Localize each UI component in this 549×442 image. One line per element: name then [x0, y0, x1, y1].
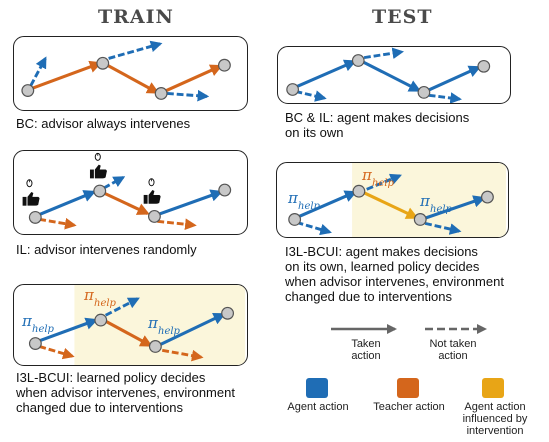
- thumbs-up-icon: [89, 164, 107, 179]
- state-node: [154, 87, 168, 100]
- agent-arrow: [293, 59, 357, 89]
- legend-teacher-swatch: [397, 378, 419, 398]
- caption-bc-il-test: BC & IL: agent makes decisions on its ow…: [285, 110, 470, 140]
- agent-arrow: [295, 90, 327, 102]
- teacher-arrow: [38, 345, 75, 360]
- agent-arrow: [108, 40, 163, 60]
- state-node: [28, 210, 42, 224]
- panel-i3l-bcui-train: [13, 284, 248, 366]
- teacher-arrow: [101, 190, 150, 215]
- state-node: [221, 306, 235, 320]
- agent-arrow: [428, 92, 462, 103]
- legend-line-samples: [331, 324, 487, 334]
- agent-arrow: [296, 220, 332, 236]
- legend-agent-swatch: [306, 378, 328, 398]
- agent-arrow: [104, 297, 140, 317]
- agent-arrow: [102, 176, 126, 190]
- state-node: [148, 340, 162, 353]
- state-node: [218, 58, 231, 72]
- panel-bc-il-test: [277, 46, 511, 104]
- agent-arrow: [366, 173, 402, 191]
- legend-not-taken-label: Not taken action: [429, 338, 477, 362]
- state-node: [28, 337, 42, 350]
- teacher-arrow: [102, 318, 153, 347]
- agent-arrow: [361, 60, 422, 92]
- state-node: [218, 183, 232, 197]
- panel-bc-train: [13, 36, 248, 111]
- agent-arrow: [157, 312, 226, 347]
- agent-arrow: [29, 56, 47, 87]
- mouse-icon: [148, 178, 155, 187]
- legend-influenced-label: Agent action influenced by intervention: [462, 401, 528, 437]
- caption-il: IL: advisor intervenes randomly: [16, 242, 197, 257]
- panel-i3l-bcui-test: [276, 162, 509, 238]
- state-node: [96, 56, 110, 70]
- teacher-arrow: [38, 217, 77, 230]
- caption-i3l-bcui: I3L-BCUI: learned policy decides when ad…: [16, 370, 235, 415]
- agent-arrow: [166, 89, 210, 102]
- teacher-arrow: [161, 64, 223, 94]
- thumbs-up-icon: [143, 190, 161, 204]
- agent-arrow: [424, 221, 462, 235]
- mouse-icon: [26, 179, 33, 188]
- agent-arrow: [295, 190, 358, 219]
- agent-arrow: [427, 65, 482, 92]
- legend-taken-label: Taken action: [351, 338, 381, 362]
- legend-teacher-label: Teacher action: [373, 401, 445, 413]
- i3l-bcui-test-diagram: [288, 163, 506, 237]
- bc-diagram: [21, 40, 231, 102]
- agent-arrow: [36, 190, 97, 217]
- caption-bc: BC: advisor always intervenes: [16, 116, 191, 131]
- state-node: [481, 190, 494, 204]
- il-diagram: [22, 152, 232, 231]
- train-header: TRAIN: [98, 6, 174, 28]
- mouse-icon: [94, 152, 101, 161]
- influenced-arrow: [362, 190, 419, 219]
- teacher-arrow: [157, 218, 197, 231]
- state-node: [352, 184, 366, 198]
- state-node: [351, 54, 365, 67]
- agent-arrow: [154, 189, 224, 217]
- state-node: [288, 213, 302, 226]
- caption-i3l-bcui-test: I3L-BCUI: agent makes decisions on its o…: [285, 244, 504, 304]
- test-header: TEST: [372, 6, 433, 28]
- i3l-bcui-train-diagram: [28, 285, 246, 365]
- agent-arrow: [363, 47, 405, 60]
- state-node: [286, 83, 299, 96]
- teacher-arrow: [102, 61, 160, 94]
- legend-agent-label: Agent action: [287, 401, 349, 413]
- state-node: [93, 184, 107, 198]
- agent-arrow: [36, 317, 99, 344]
- legend-influenced-swatch: [482, 378, 504, 398]
- agent-arrow: [423, 195, 486, 220]
- bc-il-test-diagram: [286, 47, 491, 103]
- thumbs-up-icon: [22, 192, 40, 206]
- teacher-arrow: [161, 348, 204, 362]
- teacher-arrow: [28, 60, 103, 92]
- state-node: [477, 59, 491, 73]
- state-node: [94, 313, 108, 327]
- state-node: [413, 213, 427, 226]
- state-node: [21, 84, 35, 97]
- state-node: [147, 209, 161, 223]
- state-node: [417, 86, 431, 99]
- panel-il-train: [13, 150, 248, 235]
